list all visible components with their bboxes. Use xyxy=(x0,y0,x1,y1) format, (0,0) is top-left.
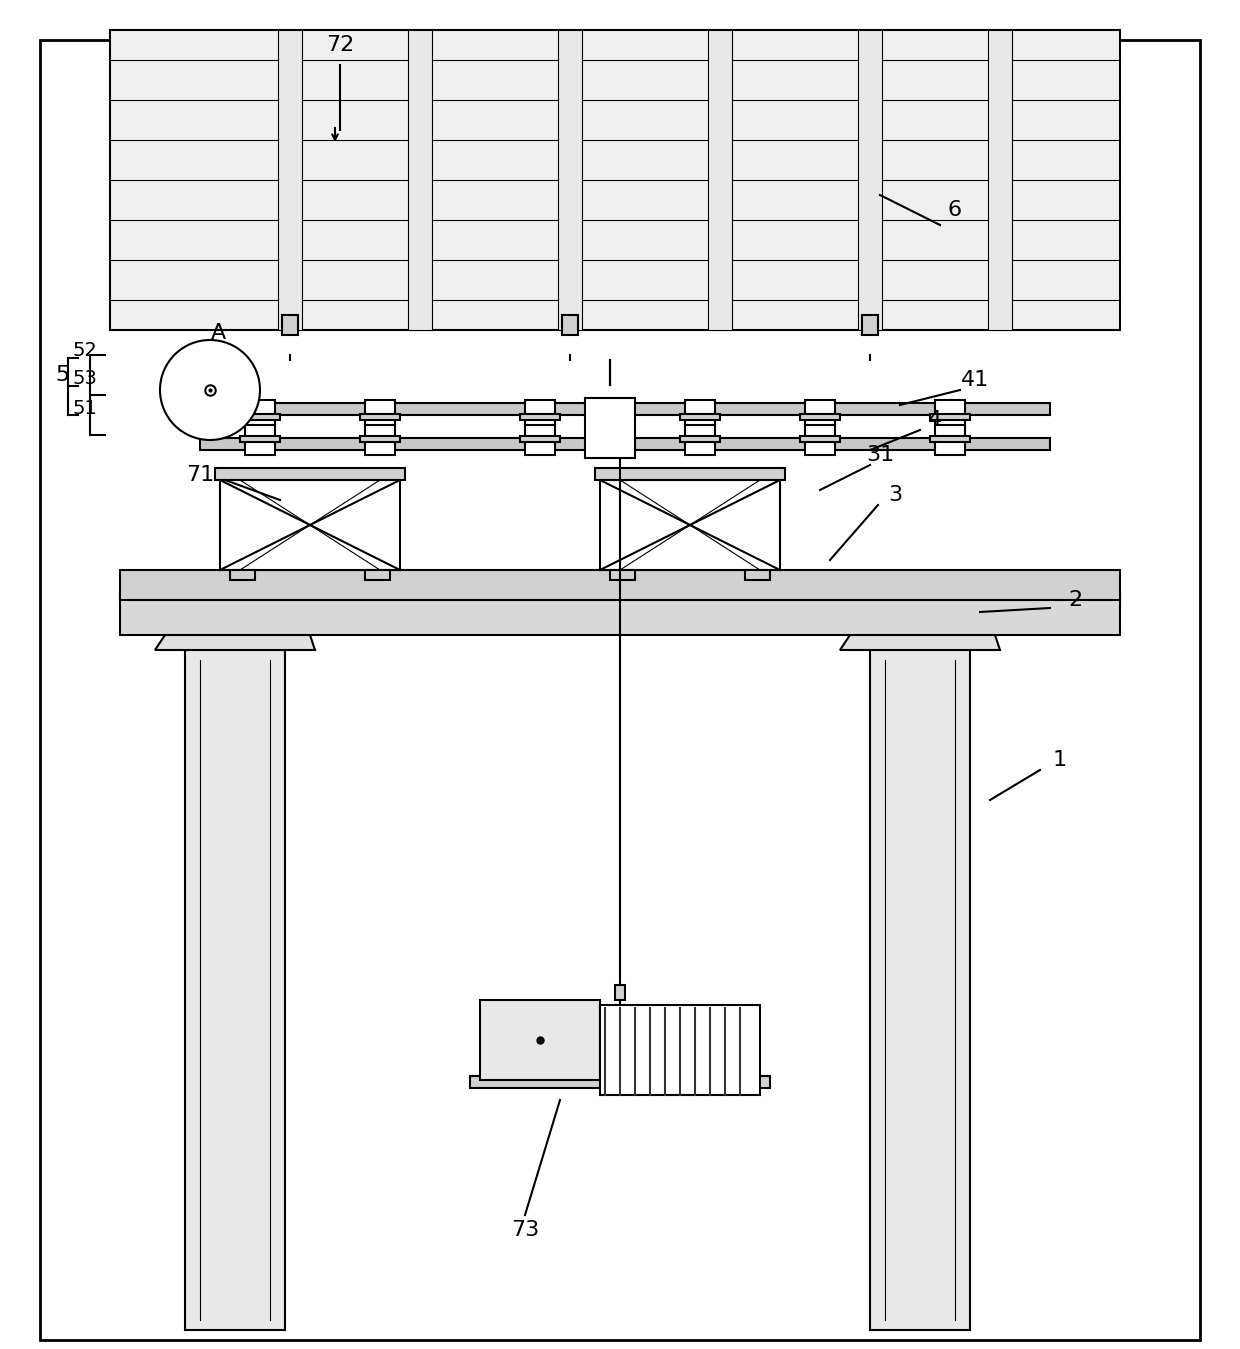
Text: 73: 73 xyxy=(511,1219,539,1240)
Text: 3: 3 xyxy=(888,486,901,505)
Bar xyxy=(365,401,396,455)
Text: 5: 5 xyxy=(55,366,69,384)
Bar xyxy=(281,316,298,335)
Bar xyxy=(365,571,391,580)
Text: 53: 53 xyxy=(73,368,98,387)
Bar xyxy=(800,436,839,442)
Bar xyxy=(480,1000,600,1081)
Bar xyxy=(408,30,432,331)
Bar xyxy=(520,436,560,442)
Text: A: A xyxy=(211,322,226,343)
Text: 4: 4 xyxy=(928,410,942,430)
Bar xyxy=(360,436,401,442)
Text: 71: 71 xyxy=(186,465,215,486)
Bar xyxy=(585,398,635,459)
Bar xyxy=(200,403,1050,415)
Bar xyxy=(610,571,635,580)
Text: 72: 72 xyxy=(326,35,355,55)
Bar xyxy=(360,414,401,420)
Text: 1: 1 xyxy=(1053,750,1068,770)
Bar xyxy=(615,985,625,1000)
Bar xyxy=(200,438,1050,451)
Bar xyxy=(562,316,578,335)
Circle shape xyxy=(160,340,260,440)
Bar xyxy=(278,30,303,331)
Text: 2: 2 xyxy=(1068,590,1083,610)
Bar xyxy=(858,30,882,331)
Bar xyxy=(680,414,720,420)
Bar xyxy=(708,30,732,331)
Bar xyxy=(520,414,560,420)
Bar xyxy=(595,468,785,480)
Text: 51: 51 xyxy=(73,398,98,417)
Bar xyxy=(470,1077,770,1089)
Bar xyxy=(805,401,835,455)
Text: 6: 6 xyxy=(947,200,962,220)
Bar xyxy=(870,650,970,1330)
Bar xyxy=(110,30,1120,331)
Text: 31: 31 xyxy=(866,445,894,465)
Bar xyxy=(241,436,280,442)
Bar xyxy=(525,401,556,455)
Bar xyxy=(745,571,770,580)
Bar xyxy=(862,316,878,335)
Bar xyxy=(120,571,1120,600)
Bar xyxy=(215,468,405,480)
Bar xyxy=(558,30,582,331)
Bar xyxy=(935,401,965,455)
Bar xyxy=(120,595,1120,635)
Polygon shape xyxy=(155,590,315,650)
Text: 52: 52 xyxy=(73,340,98,359)
Text: 41: 41 xyxy=(961,370,990,390)
Bar xyxy=(600,480,780,571)
Bar xyxy=(684,401,715,455)
Bar xyxy=(246,401,275,455)
Bar xyxy=(185,650,285,1330)
Bar xyxy=(680,436,720,442)
Bar xyxy=(600,1005,760,1095)
Bar xyxy=(930,414,970,420)
Polygon shape xyxy=(839,590,999,650)
Bar xyxy=(219,480,401,571)
Bar xyxy=(229,571,255,580)
Bar xyxy=(930,436,970,442)
Bar xyxy=(800,414,839,420)
Bar xyxy=(988,30,1012,331)
Bar xyxy=(241,414,280,420)
